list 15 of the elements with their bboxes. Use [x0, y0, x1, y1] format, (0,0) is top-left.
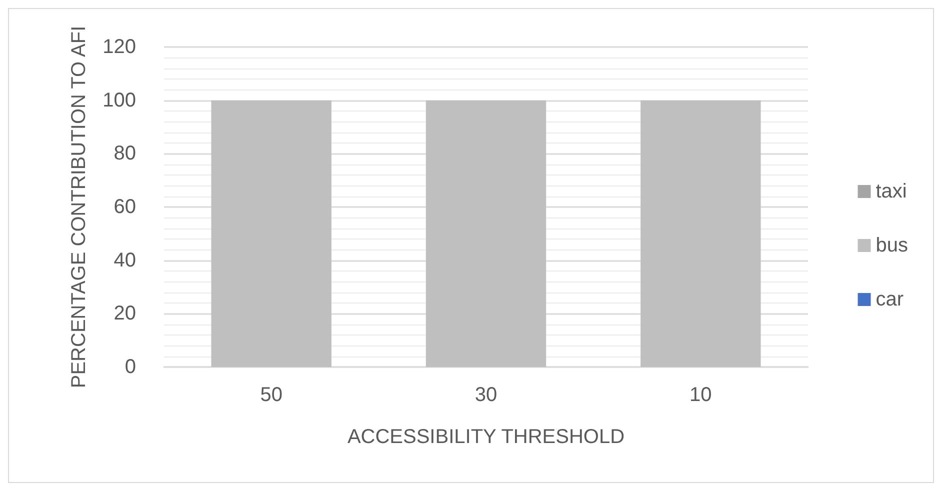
y-tick-label: 20	[114, 302, 136, 325]
legend-label: taxi	[876, 180, 907, 202]
x-tick-label: 50	[260, 384, 282, 406]
legend-label: car	[876, 288, 904, 310]
y-tick-label: 100	[102, 89, 136, 112]
y-axis-title: PERCENTAGE CONTRIBUTION TO AFI	[68, 26, 90, 388]
x-axis-title: ACCESSIBILITY THRESHOLD	[347, 426, 625, 448]
y-tick-label: 40	[114, 249, 136, 272]
x-tick-label: 30	[474, 384, 498, 406]
legend-label: bus	[876, 234, 908, 256]
y-tick-label: 120	[102, 36, 136, 58]
y-tick-label: 0	[124, 356, 136, 378]
x-tick-label: 10	[690, 384, 712, 406]
y-tick-label: 80	[114, 142, 136, 165]
y-tick-label: 60	[114, 196, 136, 218]
